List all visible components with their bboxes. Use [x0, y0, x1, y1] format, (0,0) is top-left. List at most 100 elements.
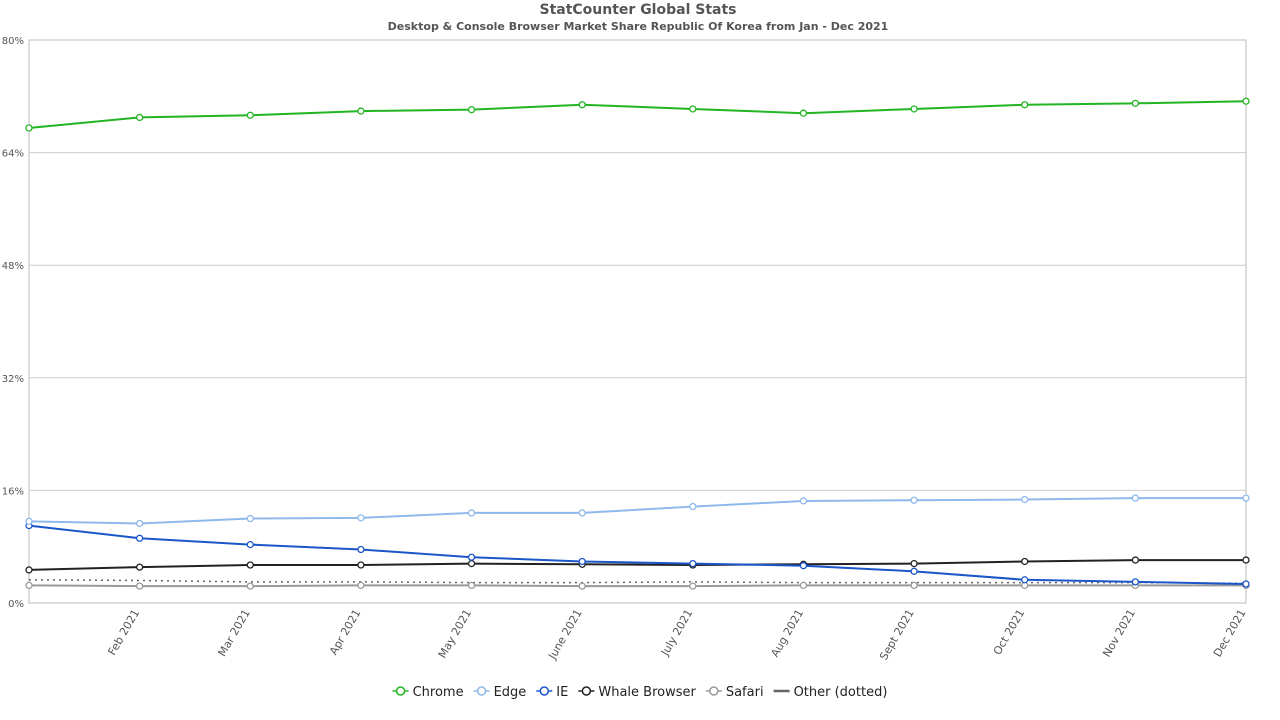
series-chrome: [25, 97, 1250, 132]
plot-area: [28, 39, 1247, 604]
data-point[interactable]: [689, 105, 697, 113]
data-point[interactable]: [910, 567, 918, 575]
data-point[interactable]: [1131, 494, 1140, 502]
data-point[interactable]: [246, 582, 254, 590]
data-point[interactable]: [467, 106, 476, 114]
y-tick-label: 80%: [2, 36, 24, 47]
data-point[interactable]: [578, 509, 586, 517]
legend-item-safari[interactable]: Safari: [705, 685, 764, 700]
data-point[interactable]: [799, 562, 808, 570]
x-tick-label: Dec 2021: [1211, 607, 1249, 659]
data-point[interactable]: [578, 582, 586, 590]
data-point[interactable]: [578, 101, 586, 109]
series-layer: [25, 97, 1250, 590]
data-point[interactable]: [1131, 99, 1140, 107]
data-point[interactable]: [1131, 556, 1140, 564]
x-tick-label: Sept 2021: [877, 607, 917, 662]
data-point[interactable]: [689, 559, 697, 568]
series-line: [28, 559, 1246, 571]
x-tick-label: July 2021: [658, 607, 695, 659]
data-point[interactable]: [1242, 556, 1250, 564]
data-point[interactable]: [1131, 578, 1140, 586]
data-point[interactable]: [246, 514, 254, 523]
data-point[interactable]: [25, 581, 33, 590]
x-tick-label: Nov 2021: [1100, 607, 1138, 659]
data-point[interactable]: [357, 561, 365, 569]
data-point[interactable]: [910, 105, 918, 113]
data-point[interactable]: [689, 582, 697, 590]
data-point[interactable]: [25, 517, 33, 526]
chart-subtitle: Desktop & Console Browser Market Share R…: [388, 20, 889, 33]
data-point[interactable]: [135, 534, 144, 542]
legend-item-ie[interactable]: IE: [536, 685, 568, 700]
data-point[interactable]: [799, 497, 808, 505]
legend-label: IE: [556, 685, 568, 700]
series-line: [28, 584, 1246, 588]
data-point[interactable]: [467, 559, 476, 568]
y-axis-ticks: 0% 16% 32% 48% 64% 80%: [2, 36, 24, 610]
legend-marker: [581, 686, 592, 696]
data-point[interactable]: [799, 581, 808, 590]
series-ie: [25, 521, 1250, 588]
x-tick-label: June 2021: [545, 607, 584, 662]
legend-marker: [709, 686, 719, 696]
legend-label: Safari: [726, 685, 764, 700]
data-point[interactable]: [357, 514, 365, 522]
data-point[interactable]: [246, 540, 254, 549]
data-point[interactable]: [910, 496, 918, 504]
data-point[interactable]: [246, 111, 254, 119]
data-point[interactable]: [1021, 101, 1029, 109]
y-tick-label: 48%: [2, 261, 24, 272]
chart-title: StatCounter Global Stats: [539, 2, 736, 18]
series-line: [28, 100, 1247, 129]
legend-item-whale-browser[interactable]: Whale Browser: [578, 685, 697, 700]
data-point[interactable]: [135, 563, 144, 571]
x-tick-label: Oct 2021: [991, 607, 1028, 657]
data-point[interactable]: [910, 581, 918, 590]
x-axis-ticks: Feb 2021 Mar 2021 Apr 2021 May 2021 June 202…: [105, 607, 1248, 662]
series-line: [28, 579, 1247, 585]
data-point[interactable]: [467, 509, 476, 517]
data-point[interactable]: [1242, 494, 1250, 502]
grid-lines: [29, 152, 1246, 491]
legend-item-edge[interactable]: Edge: [473, 685, 527, 700]
legend-item-other-dotted[interactable]: Other (dotted): [773, 685, 888, 700]
data-point[interactable]: [467, 581, 476, 590]
data-point[interactable]: [1242, 580, 1250, 588]
x-tick-label: Apr 2021: [327, 607, 364, 657]
data-point[interactable]: [689, 502, 697, 511]
legend-marker: [476, 686, 487, 696]
data-point[interactable]: [357, 107, 365, 115]
data-point[interactable]: [246, 561, 254, 569]
data-point[interactable]: [135, 113, 144, 122]
data-point[interactable]: [357, 581, 365, 590]
x-tick-label: Feb 2021: [105, 607, 142, 658]
data-point[interactable]: [799, 109, 808, 117]
data-point[interactable]: [467, 553, 476, 561]
legend-label: Whale Browser: [598, 685, 696, 700]
data-point[interactable]: [1242, 97, 1250, 105]
data-point[interactable]: [578, 557, 586, 566]
data-point[interactable]: [910, 559, 918, 568]
data-point[interactable]: [25, 124, 33, 132]
legend-label: Chrome: [413, 685, 464, 700]
y-tick-label: 32%: [2, 374, 24, 385]
data-point[interactable]: [135, 519, 144, 528]
data-point[interactable]: [135, 582, 144, 590]
legend-item-chrome[interactable]: Chrome: [392, 685, 464, 700]
y-tick-label: 16%: [2, 486, 24, 497]
y-tick-label: 0%: [8, 599, 24, 610]
y-tick-label: 64%: [2, 149, 24, 160]
series-line: [28, 497, 1246, 525]
data-point[interactable]: [357, 545, 365, 554]
series-edge: [25, 494, 1250, 528]
data-point[interactable]: [1021, 576, 1029, 584]
series-whale-browser: [25, 556, 1250, 574]
legend-marker: [395, 686, 406, 696]
data-point[interactable]: [1021, 557, 1029, 566]
x-tick-label: May 2021: [436, 607, 474, 660]
data-point[interactable]: [25, 566, 33, 574]
data-point[interactable]: [1021, 495, 1029, 504]
